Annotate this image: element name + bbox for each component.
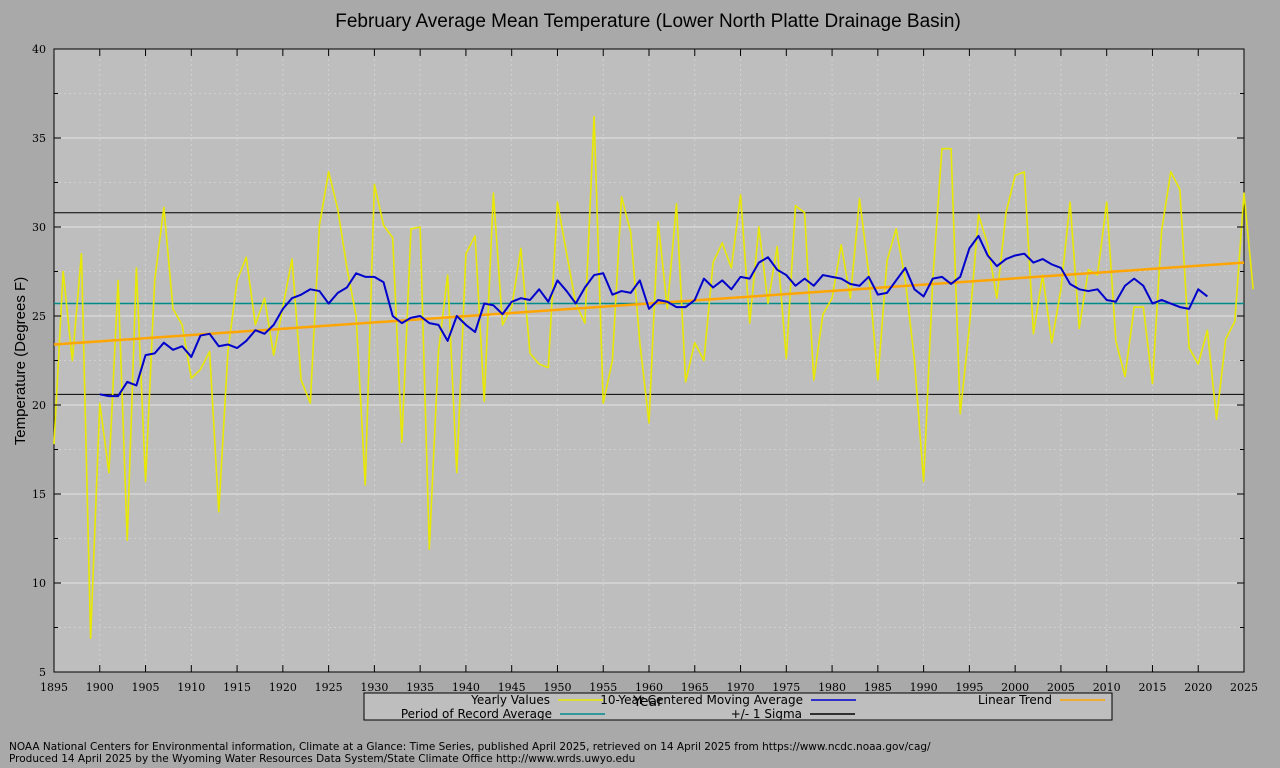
x-tick-label: 1905: [132, 681, 160, 694]
x-tick-label: 1945: [498, 681, 526, 694]
x-tick-label: 1965: [681, 681, 709, 694]
y-axis-label: Temperature (Degrees F): [12, 277, 29, 445]
x-tick-label: 1980: [818, 681, 846, 694]
x-tick-label: 1970: [727, 681, 755, 694]
y-tick-label: 30: [32, 221, 46, 234]
footer-source: NOAA National Centers for Environmental …: [9, 741, 931, 753]
x-tick-label: 1895: [40, 681, 68, 694]
x-tick-label: 1935: [406, 681, 434, 694]
x-tick-label: 1985: [864, 681, 892, 694]
legend: Yearly Values 10-Year Centered Moving Ave…: [363, 692, 1113, 721]
y-tick-label: 10: [32, 577, 46, 590]
x-tick-label: 1955: [589, 681, 617, 694]
data-layer: [53, 115, 1254, 639]
x-tick-label: 1975: [772, 681, 800, 694]
x-tick-label: 1950: [543, 681, 571, 694]
y-tick-label: 40: [32, 43, 46, 56]
yearly-values-line: [53, 115, 1254, 639]
x-tick-label: 2000: [1001, 681, 1029, 694]
moving-average-line: [99, 234, 1208, 398]
x-axis-label: Year: [632, 694, 663, 710]
y-tick-label: 35: [32, 132, 46, 145]
x-tick-label: 2015: [1138, 681, 1166, 694]
legend-label-moving-average: 10-Year Centered Moving Average: [600, 693, 803, 707]
x-tick-label: 1915: [223, 681, 251, 694]
legend-box: [363, 692, 1113, 721]
footer-producer: Produced 14 April 2025 by the Wyoming Wa…: [9, 753, 636, 765]
x-tick-label: 1930: [360, 681, 388, 694]
x-tick-label: 1960: [635, 681, 663, 694]
y-tick-label: 20: [32, 399, 46, 412]
x-tick-label: 1995: [955, 681, 983, 694]
linear-trend-line: [53, 261, 1245, 346]
y-tick-label: 15: [32, 488, 46, 501]
legend-label-linear-trend: Linear Trend: [978, 693, 1052, 707]
legend-label-yearly-values: Yearly Values: [470, 693, 550, 707]
grid: [54, 49, 1244, 672]
x-tick-label: 2005: [1047, 681, 1075, 694]
x-tick-label: 1990: [910, 681, 938, 694]
x-tick-label: 1940: [452, 681, 480, 694]
chart-title: February Average Mean Temperature (Lower…: [335, 11, 961, 32]
x-tick-label: 1900: [86, 681, 114, 694]
x-tick-label: 1925: [315, 681, 343, 694]
y-tick-label: 25: [32, 310, 46, 323]
x-tick-label: 2010: [1093, 681, 1121, 694]
y-tick-label: 5: [39, 666, 46, 679]
x-tick-label: 2020: [1184, 681, 1212, 694]
x-tick-label: 1910: [177, 681, 205, 694]
x-tick-label: 1920: [269, 681, 297, 694]
x-tick-label: 2025: [1230, 681, 1258, 694]
legend-label-sigma: +/- 1 Sigma: [731, 707, 802, 721]
legend-label-period-of-record-average: Period of Record Average: [401, 707, 552, 721]
